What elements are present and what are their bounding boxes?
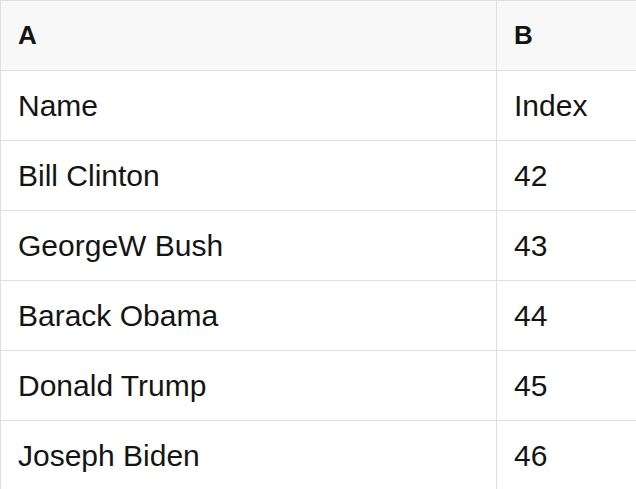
table-row: Bill Clinton 42	[1, 141, 636, 211]
table-row: Joseph Biden 46	[1, 421, 636, 489]
column-header-b[interactable]: B	[497, 1, 636, 70]
table-cell-b[interactable]: 46	[497, 421, 636, 489]
data-table: A B Name Index Bill Clinton 42 GeorgeW B…	[0, 0, 636, 489]
table-cell-a[interactable]: Bill Clinton	[1, 141, 497, 210]
table-cell-a[interactable]: Donald Trump	[1, 351, 497, 420]
table-row: Barack Obama 44	[1, 281, 636, 351]
table-cell-b[interactable]: 45	[497, 351, 636, 420]
table-cell-a[interactable]: Joseph Biden	[1, 421, 497, 489]
table-row: GeorgeW Bush 43	[1, 211, 636, 281]
table-cell-a[interactable]: Name	[1, 71, 497, 140]
table-header-row: A B	[1, 1, 636, 71]
table-cell-b[interactable]: Index	[497, 71, 636, 140]
table-cell-b[interactable]: 44	[497, 281, 636, 350]
table-cell-a[interactable]: GeorgeW Bush	[1, 211, 497, 280]
column-header-a[interactable]: A	[1, 1, 497, 70]
table-cell-b[interactable]: 43	[497, 211, 636, 280]
table-cell-b[interactable]: 42	[497, 141, 636, 210]
table-row: Donald Trump 45	[1, 351, 636, 421]
table-row: Name Index	[1, 71, 636, 141]
table-cell-a[interactable]: Barack Obama	[1, 281, 497, 350]
